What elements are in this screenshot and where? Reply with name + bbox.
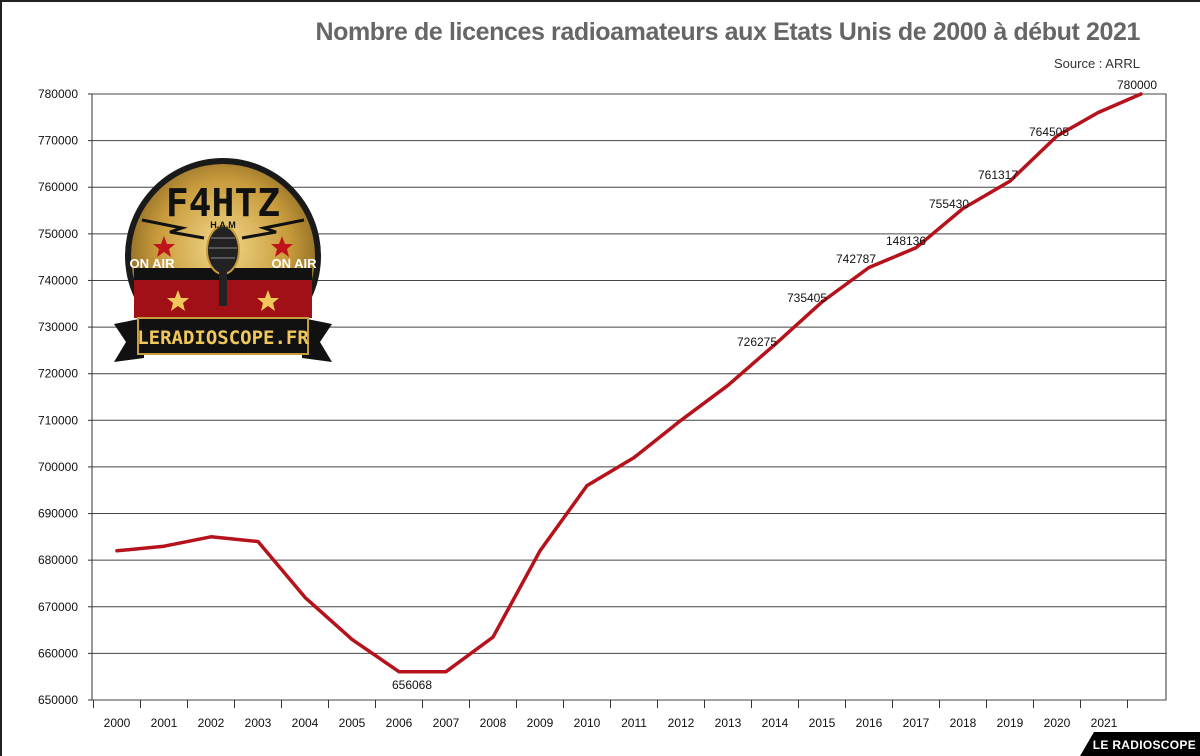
star-icon — [153, 236, 175, 257]
x-tick-label: 2001 — [151, 716, 178, 730]
y-tick-label: 740000 — [38, 273, 78, 287]
x-tick-label: 2010 — [574, 716, 601, 730]
y-tick-label: 780000 — [38, 87, 78, 101]
logo-callsign: F4HTZ — [166, 181, 280, 225]
x-tick-label: 2006 — [386, 716, 413, 730]
y-tick-label: 700000 — [38, 460, 78, 474]
y-tick-label: 670000 — [38, 600, 78, 614]
x-tick-label: 2007 — [433, 716, 460, 730]
y-tick-label: 730000 — [38, 320, 78, 334]
data-label: 764505 — [1029, 125, 1069, 139]
x-tick-label: 2019 — [997, 716, 1024, 730]
x-tick-label: 2011 — [621, 716, 647, 730]
y-tick-label: 720000 — [38, 367, 78, 381]
data-label: 780000 — [1117, 78, 1157, 92]
x-tick-label: 2009 — [527, 716, 554, 730]
star-icon — [167, 290, 189, 311]
chart-title: Nombre de licences radioamateurs aux Eta… — [315, 18, 1140, 46]
x-tick-label: 2000 — [104, 716, 131, 730]
star-icon — [271, 236, 293, 257]
logo-subtitle: H.A.M — [210, 220, 236, 230]
x-tick-label: 2013 — [715, 716, 742, 730]
y-axis: 650000 660000 670000 680000 690000 700000 7100… — [38, 87, 92, 707]
star-icon — [257, 290, 279, 311]
x-tick-label: 2014 — [762, 716, 789, 730]
x-tick-label: 2017 — [903, 716, 930, 730]
logo-banner: LERADIOSCOPE.FR — [137, 327, 309, 349]
x-tick-label: 2021 — [1091, 716, 1118, 730]
data-label: 656068 — [392, 678, 432, 692]
x-tick-label: 2005 — [339, 716, 366, 730]
data-label: 742787 — [836, 252, 876, 266]
x-tick-label: 2003 — [245, 716, 272, 730]
x-tick-label: 2018 — [950, 716, 977, 730]
y-tick-label: 680000 — [38, 553, 78, 567]
x-tick-label: 2004 — [292, 716, 319, 730]
x-tick-label: 2016 — [856, 716, 883, 730]
data-label: 726275 — [737, 335, 777, 349]
microphone-icon — [206, 225, 240, 306]
y-tick-label: 760000 — [38, 180, 78, 194]
logo-on-air-left: ON AIR — [129, 256, 175, 271]
footer-badge — [1080, 732, 1200, 756]
chart-source: Source : ARRL — [1054, 56, 1140, 71]
logo-on-air-right: ON AIR — [271, 256, 317, 271]
x-tick-label: 2020 — [1044, 716, 1071, 730]
y-tick-label: 770000 — [38, 134, 78, 148]
data-label: 148136 — [886, 234, 926, 248]
y-tick-label: 750000 — [38, 227, 78, 241]
y-tick-label: 660000 — [38, 646, 78, 660]
x-tick-label: 2002 — [198, 716, 225, 730]
data-label: 735405 — [787, 291, 827, 305]
y-tick-label: 690000 — [38, 507, 78, 521]
data-labels: 656068 726275 735405 742787 148136 755430 7613… — [392, 78, 1157, 692]
y-tick-label: 710000 — [38, 413, 78, 427]
y-tick-label: 650000 — [38, 693, 78, 707]
x-tick-label: 2008 — [480, 716, 507, 730]
x-axis: 2000 2001 2002 2003 2004 2005 2006 2007 2008 2009… — [93, 700, 1128, 730]
x-tick-label: 2012 — [668, 716, 695, 730]
data-label: 755430 — [929, 197, 969, 211]
data-label: 761317 — [978, 168, 1018, 182]
station-logo: F4HTZ H.A.M ON AIR ON AIR LERADIOSCOPE.F… — [112, 158, 334, 368]
footer-brand: LE RADIOSCOPE — [1092, 738, 1196, 752]
x-tick-label: 2015 — [809, 716, 836, 730]
gridlines — [91, 93, 1167, 701]
series-line — [115, 92, 1143, 674]
